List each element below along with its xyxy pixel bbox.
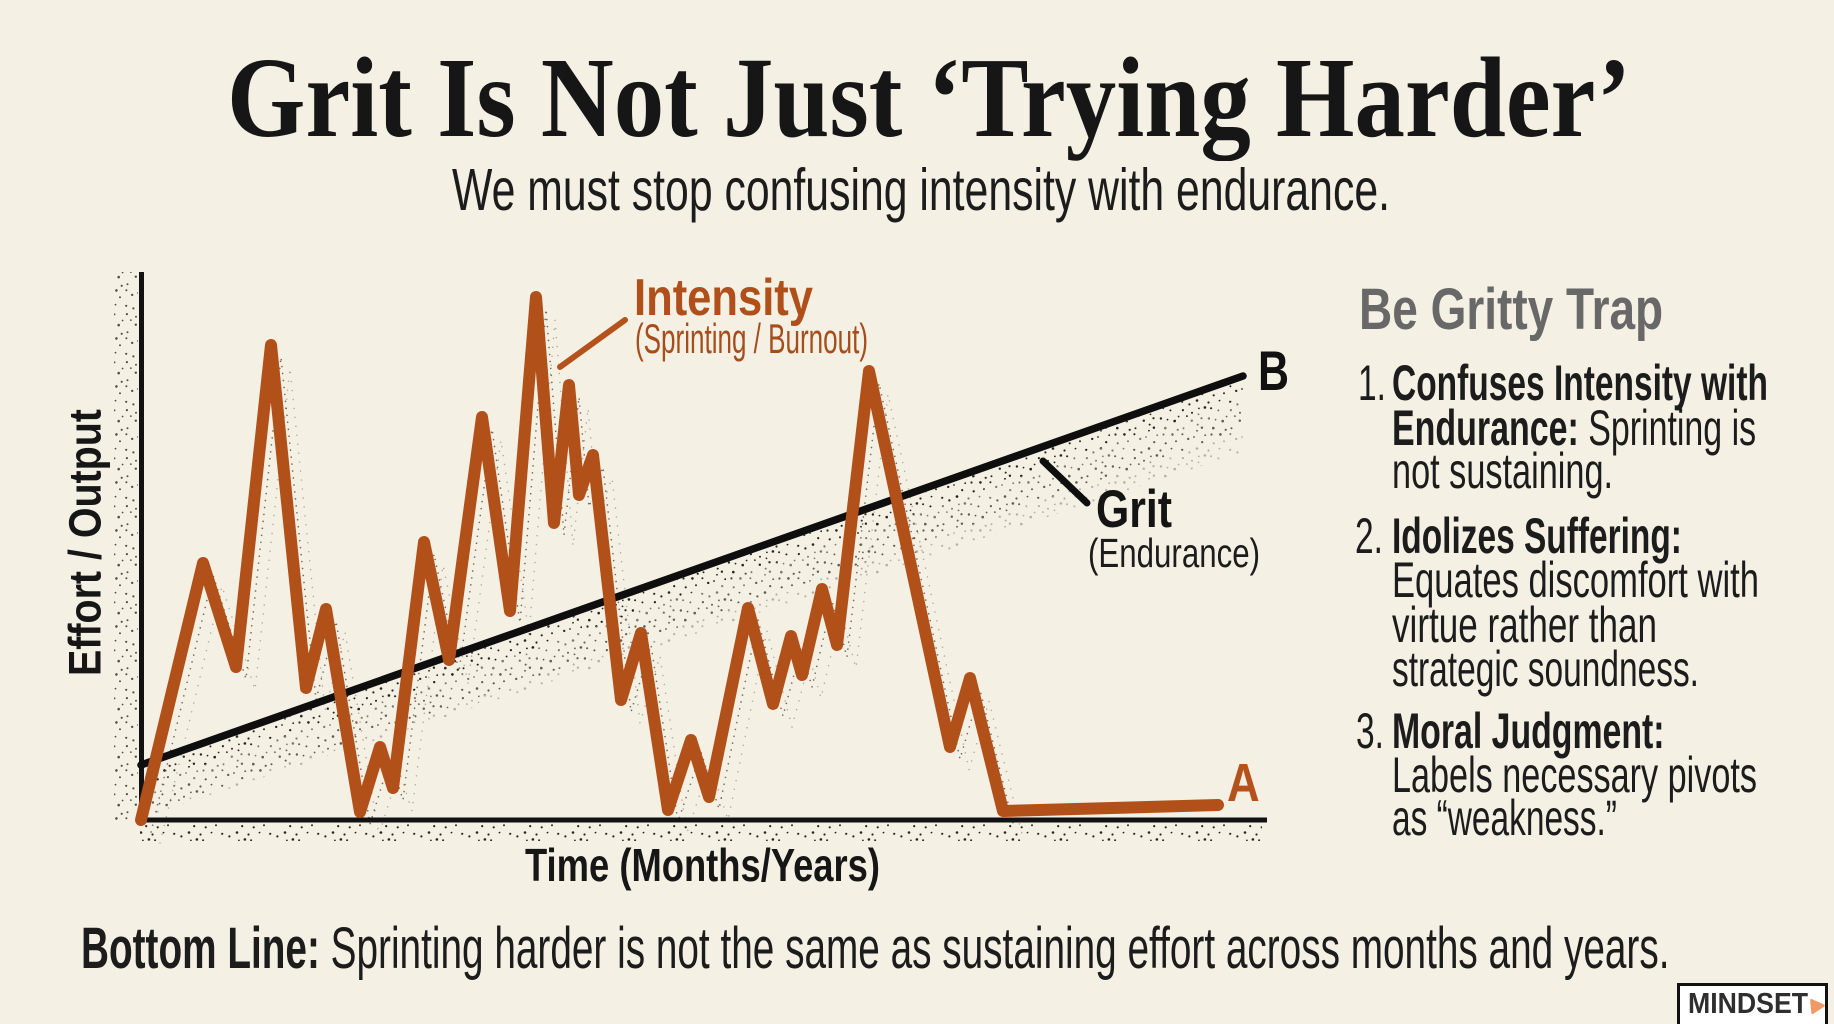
- svg-text:Effort / Output: Effort / Output: [60, 409, 110, 676]
